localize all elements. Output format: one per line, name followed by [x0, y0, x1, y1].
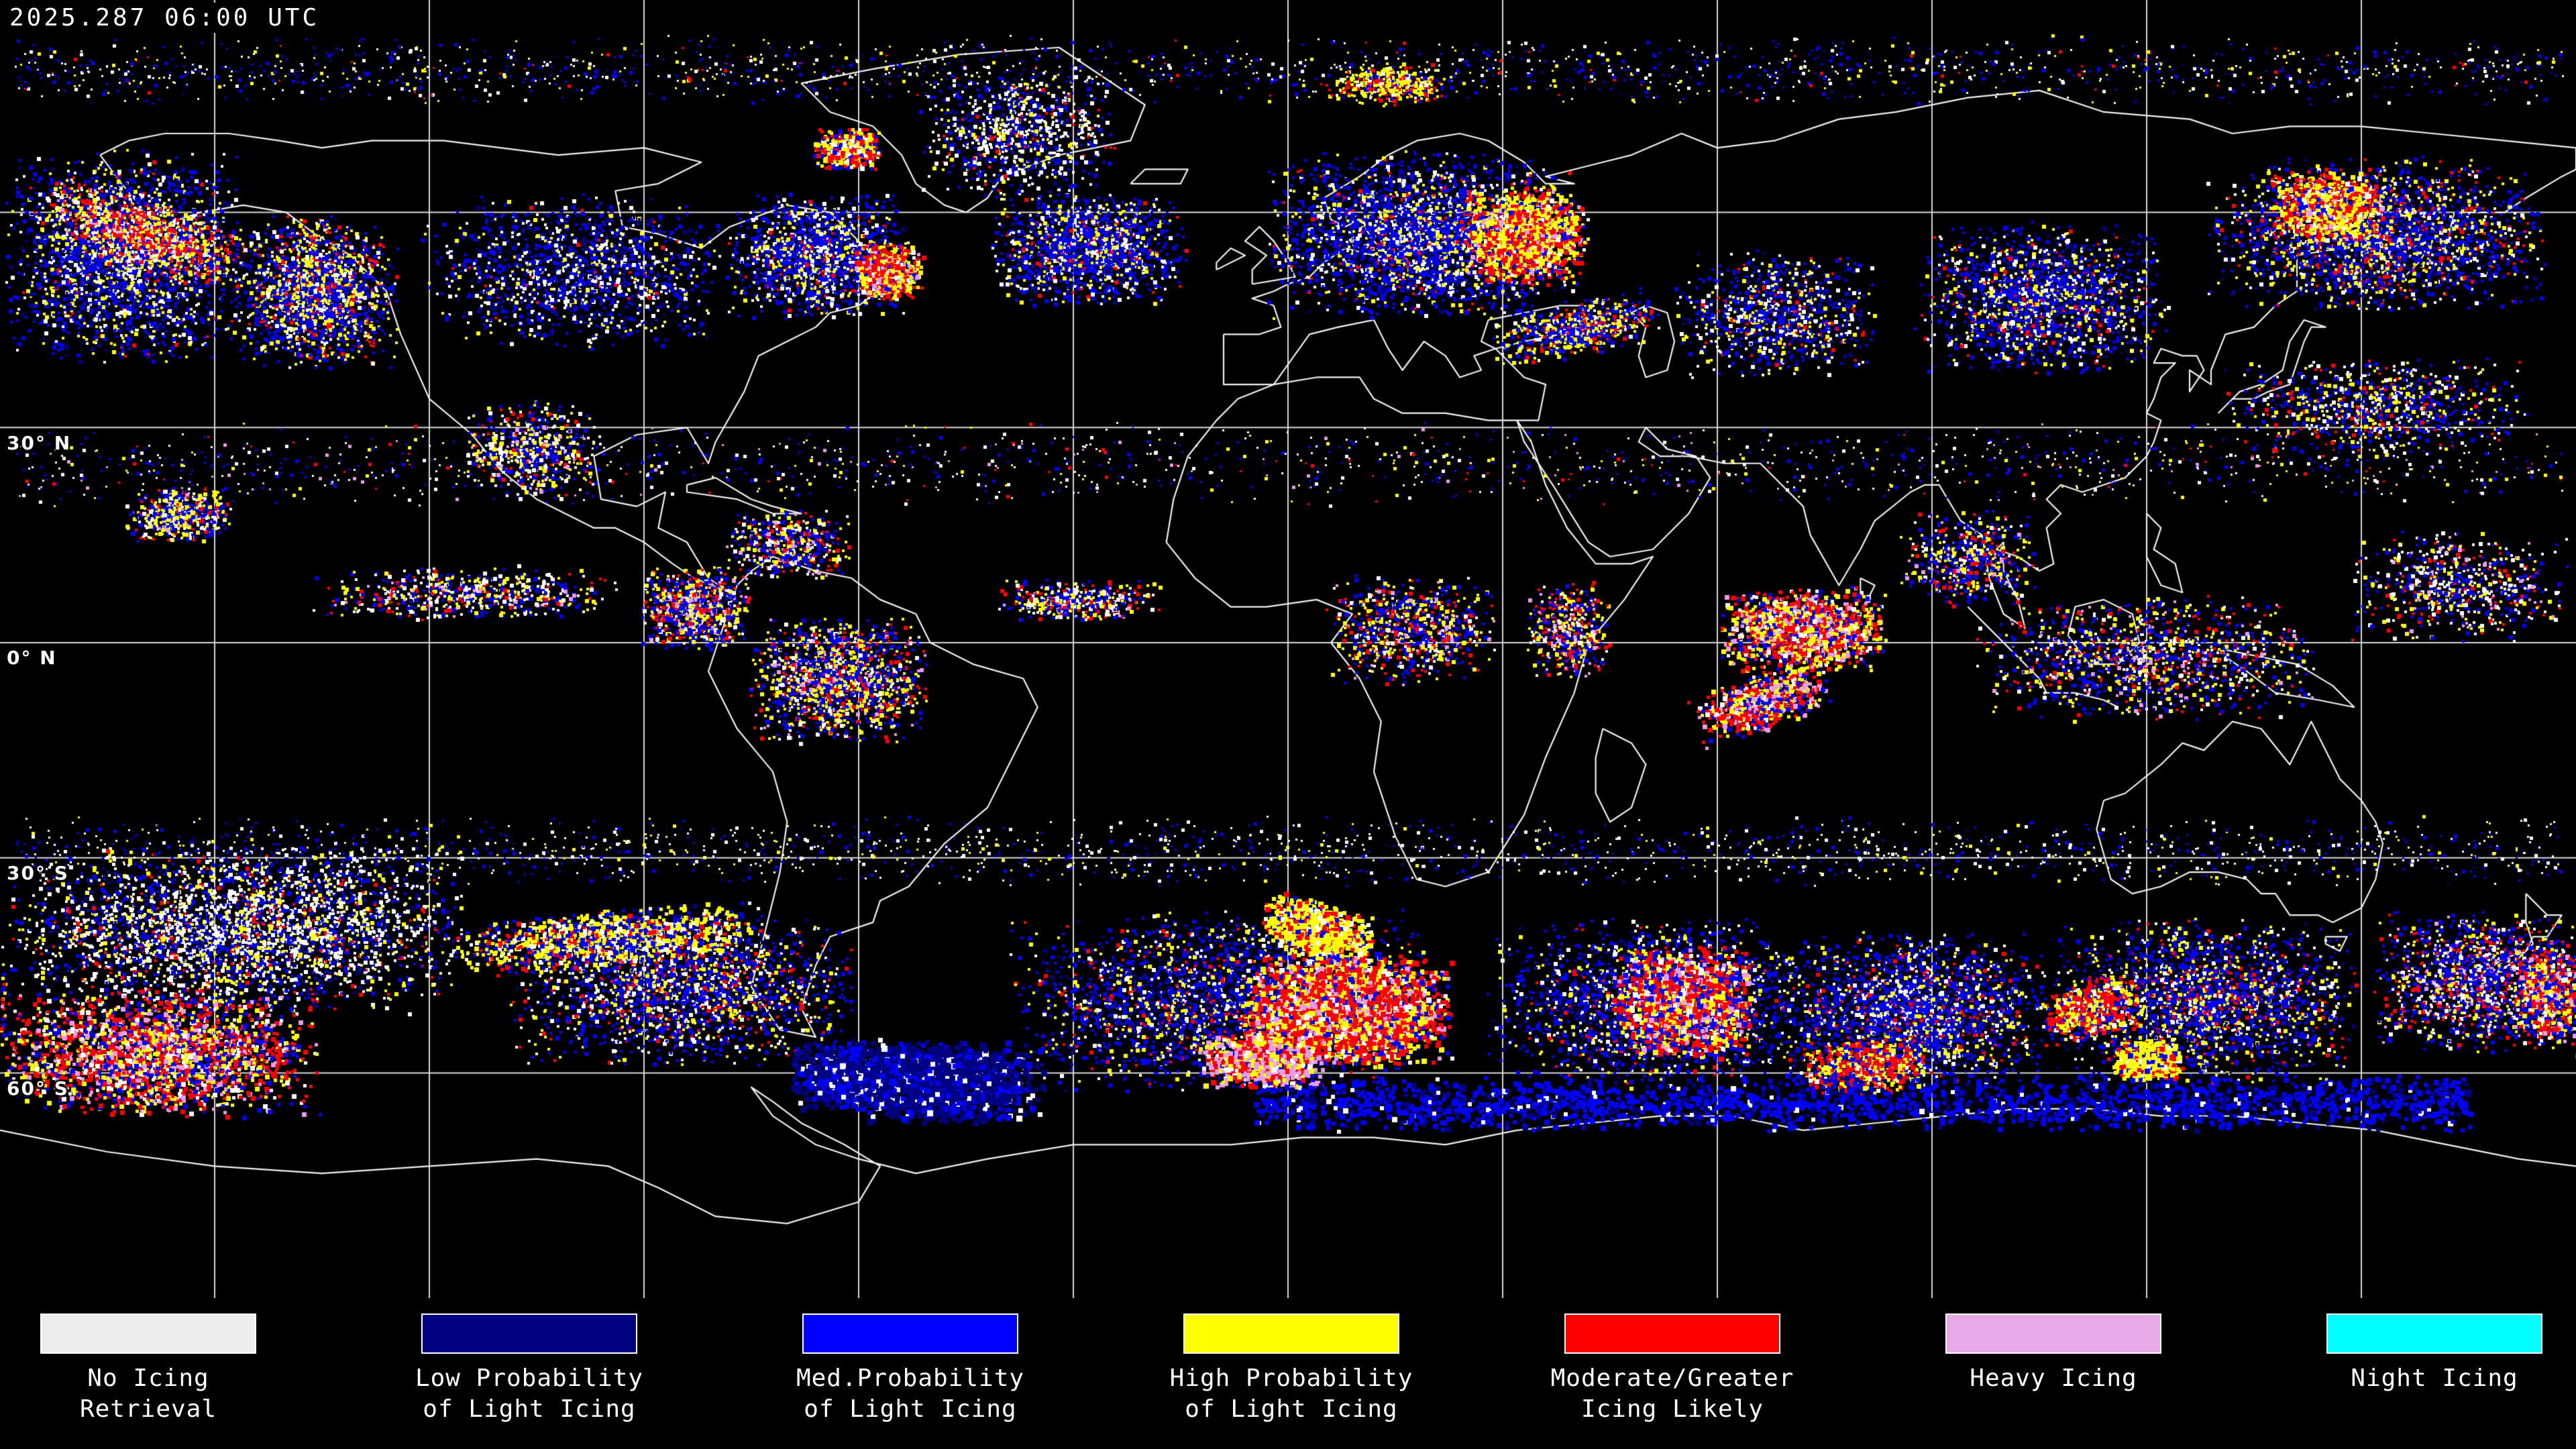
timestamp-label: 2025.287 06:00 UTC — [9, 3, 327, 33]
legend-item-label: Heavy Icing — [1970, 1364, 2137, 1392]
legend-swatch — [1945, 1313, 2161, 1354]
legend-item-high-prob: High Probability of Light Icing — [1170, 1313, 1412, 1423]
legend-item-moderate: Moderate/Greater Icing Likely — [1551, 1313, 1793, 1423]
legend-item-label: Night Icing — [2351, 1364, 2518, 1392]
legend-swatch — [2326, 1313, 2542, 1354]
legend-bar: No Icing Retrieval Low Probability of Li… — [0, 1298, 2576, 1449]
latitude-label-30n: 30° N — [7, 432, 72, 454]
latitude-label-30s: 30° S — [7, 862, 69, 884]
latitude-label-0n: 0° N — [7, 647, 57, 669]
legend-item-label: Med.Probability of Light Icing — [796, 1364, 1025, 1423]
legend-item-label: High Probability of Light Icing — [1169, 1364, 1413, 1423]
legend-swatch — [421, 1313, 637, 1354]
legend-item-label: No Icing Retrieval — [79, 1364, 217, 1423]
legend-swatch — [802, 1313, 1018, 1354]
legend-swatch — [40, 1313, 256, 1354]
legend-item-label: Low Probability of Light Icing — [415, 1364, 644, 1423]
legend-item-heavy: Heavy Icing — [1945, 1313, 2161, 1392]
legend-item-label: Moderate/Greater Icing Likely — [1550, 1364, 1794, 1423]
legend-item-night: Night Icing — [2326, 1313, 2542, 1392]
legend-swatch — [1564, 1313, 1780, 1354]
legend-swatch — [1183, 1313, 1399, 1354]
latitude-label-60s: 60° S — [7, 1077, 69, 1099]
legend-item-no-icing: No Icing Retrieval — [40, 1313, 256, 1423]
legend-item-med-prob: Med.Probability of Light Icing — [796, 1313, 1024, 1423]
legend-item-low-prob: Low Probability of Light Icing — [415, 1313, 643, 1423]
